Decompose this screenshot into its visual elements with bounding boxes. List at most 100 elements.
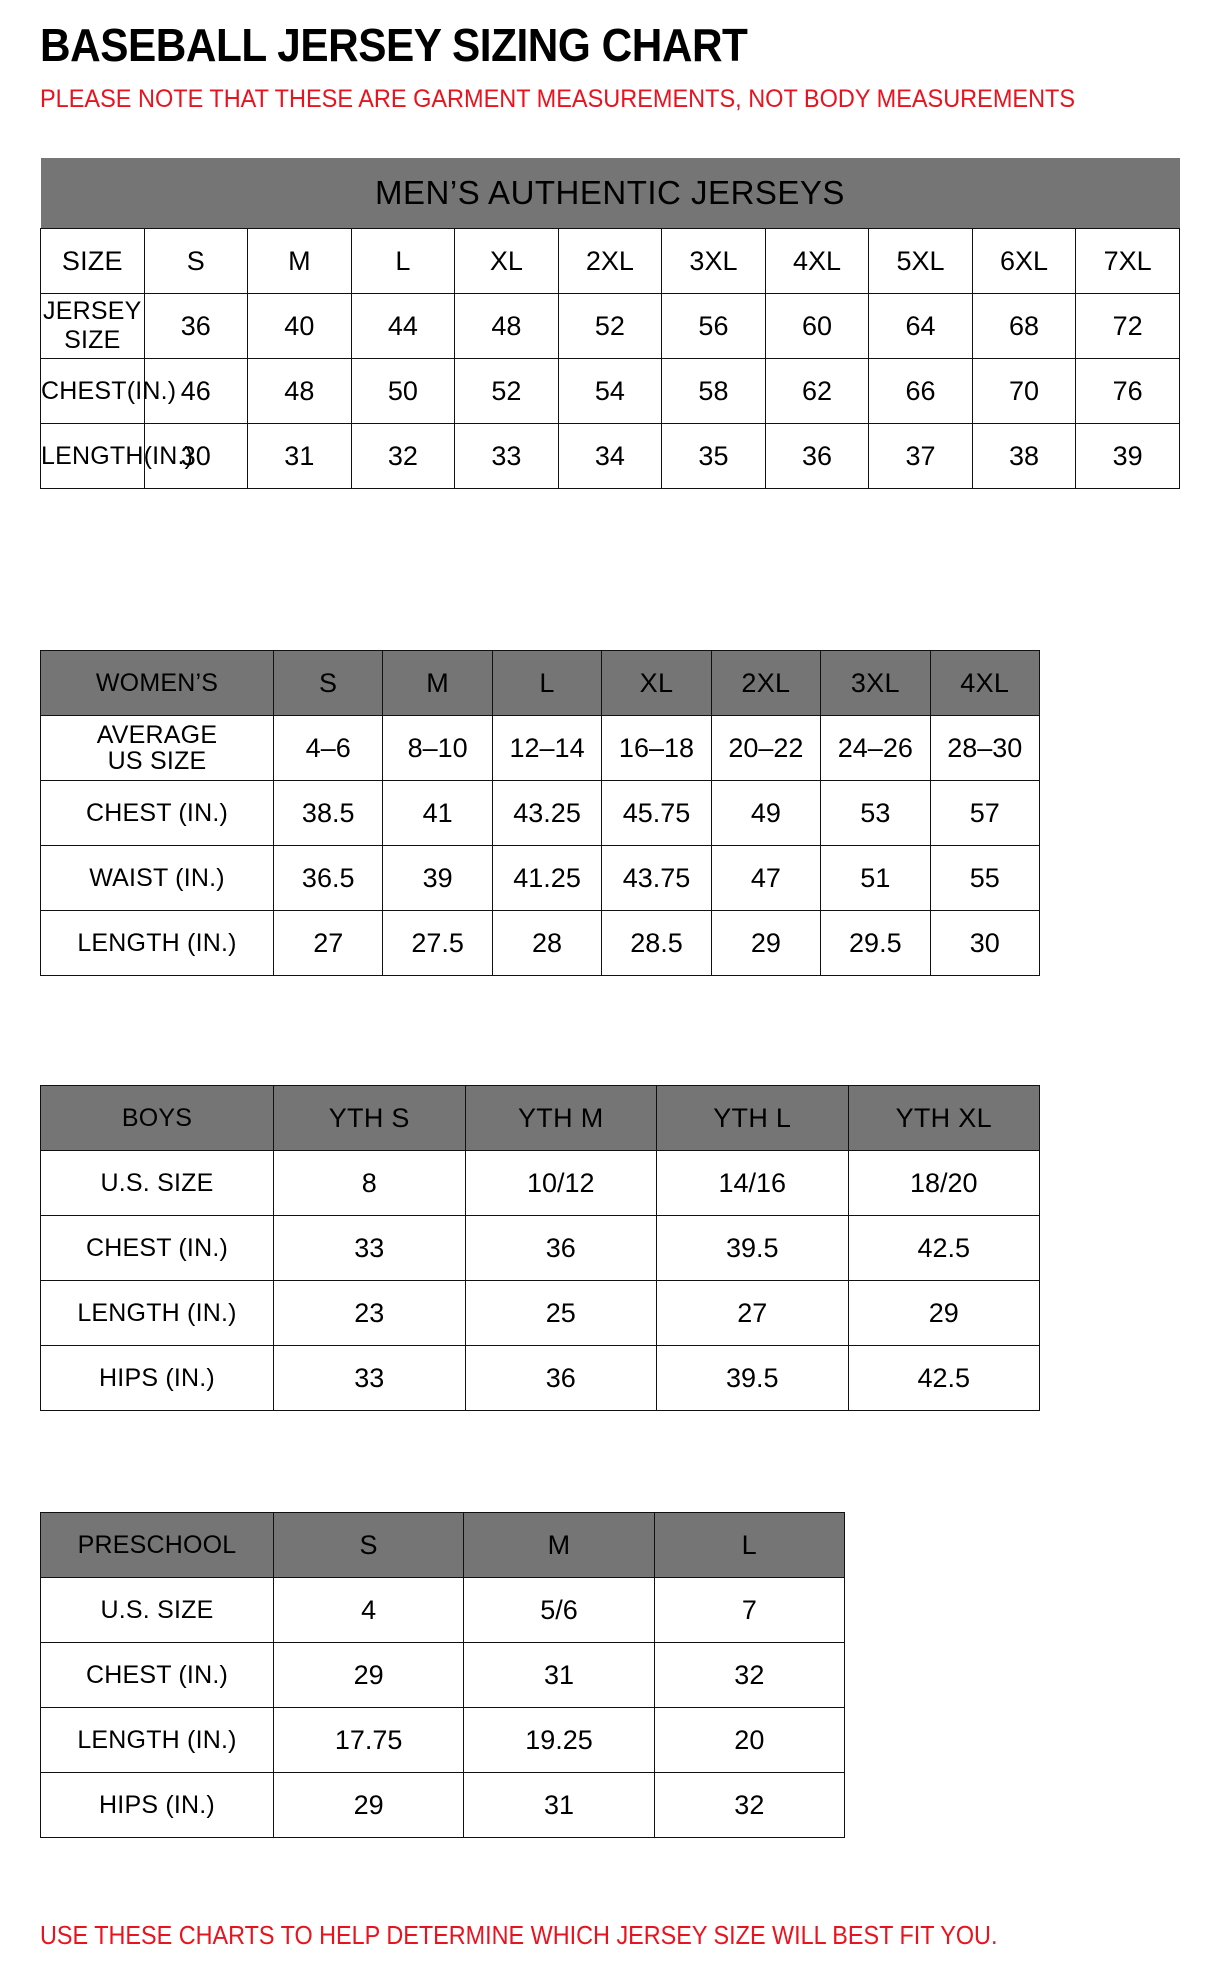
table-cell: 8 [273, 1150, 466, 1216]
table-cell: 42.5 [847, 1215, 1040, 1281]
table-cell: 45.75 [601, 780, 712, 846]
table-cell: 33 [273, 1215, 466, 1281]
table-cell: 16–18 [601, 715, 712, 781]
table-cell: 42.5 [847, 1345, 1040, 1411]
table-cell: 18/20 [847, 1150, 1040, 1216]
table-row: LENGTH(IN.) 30 31 32 33 34 35 36 37 38 3… [40, 423, 1180, 489]
table-cell: 52 [454, 358, 559, 424]
table-cell: 53 [820, 780, 931, 846]
table-cell: 58 [661, 358, 766, 424]
table-cell: 36 [464, 1215, 657, 1281]
table-cell: 29 [272, 1772, 465, 1838]
table-cell: 40 [247, 293, 352, 359]
table-cell: 52 [557, 293, 663, 359]
label-line-2: US SIZE [107, 747, 207, 775]
boys-row-label-length: LENGTH (IN.) [40, 1280, 274, 1346]
mens-col-7xl: 7XL [1075, 228, 1180, 294]
boys-col-yth-m: YTH M [464, 1085, 657, 1151]
womens-row-label-waist: WAIST (IN.) [40, 845, 274, 911]
boys-corner-label: BOYS [40, 1085, 274, 1151]
table-cell: 28 [491, 910, 603, 976]
table-cell: 39.5 [656, 1345, 849, 1411]
table-cell: 50 [350, 358, 456, 424]
table-cell: 5/6 [463, 1577, 655, 1643]
table-cell: 10/12 [464, 1150, 657, 1216]
table-row: HIPS (IN.) 33 36 39.5 42.5 [40, 1345, 1040, 1411]
womens-row-label-average-us-size: AVERAGE US SIZE [40, 715, 274, 781]
table-cell: 27 [272, 910, 384, 976]
table-cell: 39 [1075, 423, 1180, 489]
table-cell: 31 [463, 1772, 655, 1838]
table-cell: 37 [868, 423, 973, 489]
mens-col-4xl: 4XL [764, 228, 870, 294]
table-cell: 51 [820, 845, 931, 911]
mens-row-label-length: LENGTH(IN.) [40, 423, 193, 489]
preschool-col-s: S [272, 1512, 465, 1578]
preschool-col-m: M [463, 1512, 655, 1578]
preschool-row-label-length: LENGTH (IN.) [40, 1707, 274, 1773]
preschool-corner-label: PRESCHOOL [40, 1512, 274, 1578]
table-cell: 4–6 [272, 715, 384, 781]
table-cell: 29 [847, 1280, 1040, 1346]
table-cell: 38 [971, 423, 1077, 489]
table-header-row: SIZE S M L XL 2XL 3XL 4XL 5XL 6XL 7XL [40, 228, 1180, 294]
table-cell: 20 [653, 1707, 846, 1773]
table-cell: 38.5 [272, 780, 384, 846]
table-cell: 19.25 [463, 1707, 655, 1773]
womens-col-m: M [382, 650, 493, 716]
womens-corner-label: WOMEN’S [40, 650, 274, 716]
table-row: HIPS (IN.) 29 31 32 [40, 1772, 846, 1838]
table-cell: 31 [463, 1642, 655, 1708]
table-cell: 36.5 [272, 845, 384, 911]
table-cell: 28.5 [601, 910, 712, 976]
table-cell: 20–22 [710, 715, 822, 781]
table-row: CHEST (IN.) 33 36 39.5 42.5 [40, 1215, 1040, 1281]
table-cell: 41.25 [491, 845, 603, 911]
boys-row-label-us-size: U.S. SIZE [40, 1150, 274, 1216]
table-cell: 12–14 [491, 715, 603, 781]
table-cell: 8–10 [382, 715, 493, 781]
table-cell: 32 [653, 1772, 846, 1838]
womens-col-l: L [491, 650, 603, 716]
table-header-row: WOMEN’S S M L XL 2XL 3XL 4XL [40, 650, 1041, 716]
table-cell: 36 [143, 293, 249, 359]
table-cell: 7 [653, 1577, 846, 1643]
table-cell: 29 [272, 1642, 465, 1708]
table-cell: 72 [1075, 293, 1180, 359]
table-cell: 30 [143, 423, 249, 489]
table-cell: 46 [143, 358, 249, 424]
footer-note: USE THESE CHARTS TO HELP DETERMINE WHICH… [40, 1920, 998, 1950]
table-cell: 70 [971, 358, 1077, 424]
preschool-col-l: L [653, 1512, 846, 1578]
table-row: CHEST (IN.) 38.5 41 43.25 45.75 49 53 57 [40, 780, 1041, 846]
mens-sizing-table: MEN’S AUTHENTIC JERSEYS SIZE S M L XL 2X… [40, 158, 1180, 489]
table-cell: 47 [710, 845, 822, 911]
womens-col-2xl: 2XL [710, 650, 822, 716]
table-cell: 66 [868, 358, 973, 424]
mens-row-label-chest: CHEST(IN.) [40, 358, 176, 424]
table-cell: 43.75 [601, 845, 712, 911]
table-cell: 56 [661, 293, 766, 359]
preschool-row-label-hips: HIPS (IN.) [40, 1772, 274, 1838]
womens-col-xl: XL [601, 650, 712, 716]
mens-col-l: L [350, 228, 456, 294]
preschool-sizing-table: PRESCHOOL S M L U.S. SIZE 4 5/6 7 CHEST … [40, 1512, 846, 1838]
table-cell: 32 [653, 1642, 846, 1708]
table-cell: 57 [929, 780, 1041, 846]
table-cell: 27.5 [382, 910, 493, 976]
table-cell: 48 [247, 358, 352, 424]
table-cell: 30 [929, 910, 1041, 976]
table-row: LENGTH (IN.) 23 25 27 29 [40, 1280, 1040, 1346]
table-cell: 4 [272, 1577, 465, 1643]
table-row: CHEST (IN.) 29 31 32 [40, 1642, 846, 1708]
table-cell: 64 [868, 293, 973, 359]
table-header-row: PRESCHOOL S M L [40, 1512, 846, 1578]
mens-col-s: S [143, 228, 249, 294]
table-cell: 54 [557, 358, 663, 424]
table-cell: 29.5 [820, 910, 931, 976]
boys-sizing-table: BOYS YTH S YTH M YTH L YTH XL U.S. SIZE … [40, 1085, 1040, 1411]
mens-col-m: M [247, 228, 352, 294]
table-cell: 39 [382, 845, 493, 911]
table-cell: 62 [764, 358, 870, 424]
table-cell: 39.5 [656, 1215, 849, 1281]
